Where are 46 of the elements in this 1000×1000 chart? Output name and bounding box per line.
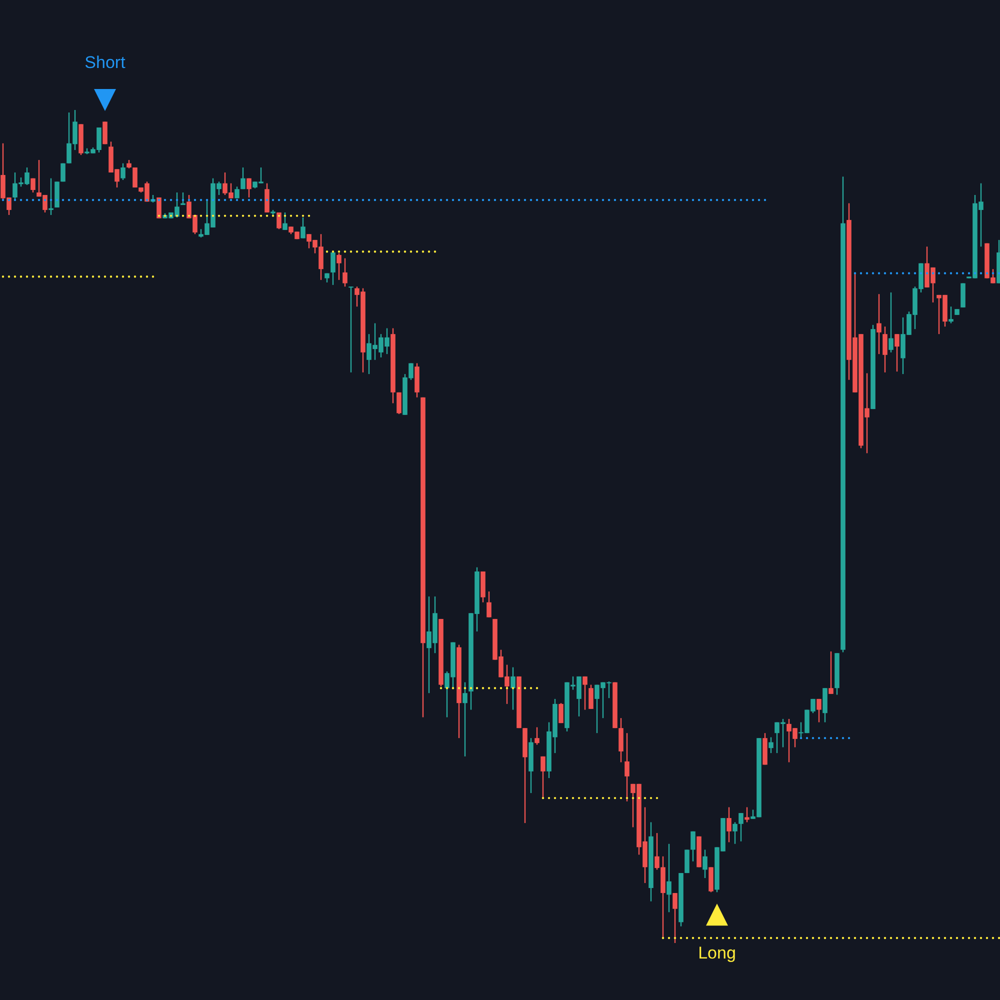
candlestick	[246, 178, 252, 198]
candlestick	[30, 178, 36, 194]
candlestick	[102, 121, 108, 145]
candlestick	[336, 252, 342, 281]
candlestick	[282, 212, 288, 231]
candlestick	[300, 216, 306, 239]
candlestick	[342, 258, 348, 288]
candlestick	[828, 650, 834, 695]
candlestick	[558, 702, 564, 724]
candlestick	[330, 252, 336, 286]
candlestick	[396, 392, 402, 415]
candlestick	[672, 892, 678, 944]
candlestick	[48, 178, 54, 216]
candlestick	[540, 756, 546, 800]
candlestick	[882, 326, 888, 373]
candlestick	[684, 849, 690, 874]
candlestick	[666, 843, 672, 913]
candlestick	[768, 736, 774, 754]
candlestick	[618, 717, 624, 763]
candlestick	[726, 806, 732, 843]
candlestick	[534, 726, 540, 746]
candlestick	[738, 812, 744, 842]
candlestick	[816, 698, 822, 723]
candlestick	[234, 186, 240, 199]
candlestick	[348, 286, 354, 373]
candlestick	[888, 292, 894, 354]
candlestick	[732, 822, 738, 844]
candlestick	[120, 162, 126, 181]
series-label: Long	[698, 944, 736, 963]
candlestick	[510, 666, 516, 710]
series-label: Short	[84, 53, 126, 72]
candlestick	[462, 682, 468, 758]
candlestick	[948, 306, 954, 324]
candlestick	[690, 830, 696, 862]
candlestick	[894, 333, 900, 372]
candlestick	[702, 849, 708, 879]
candlestick	[582, 676, 588, 710]
candlestick	[132, 166, 138, 188]
candlestick	[486, 590, 492, 618]
candlestick	[264, 182, 270, 214]
candlestick	[240, 166, 246, 190]
candlestick	[588, 684, 594, 710]
candlestick	[624, 732, 630, 802]
candlestick	[744, 806, 750, 823]
candlestick	[876, 293, 882, 355]
candlestick	[180, 192, 186, 206]
